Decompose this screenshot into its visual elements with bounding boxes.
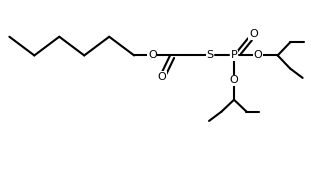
Text: S: S [207, 50, 214, 60]
Text: P: P [231, 50, 237, 60]
Text: O: O [254, 50, 262, 60]
Text: O: O [230, 75, 238, 85]
Text: O: O [157, 72, 166, 82]
Text: O: O [148, 50, 157, 60]
Text: O: O [249, 29, 258, 39]
